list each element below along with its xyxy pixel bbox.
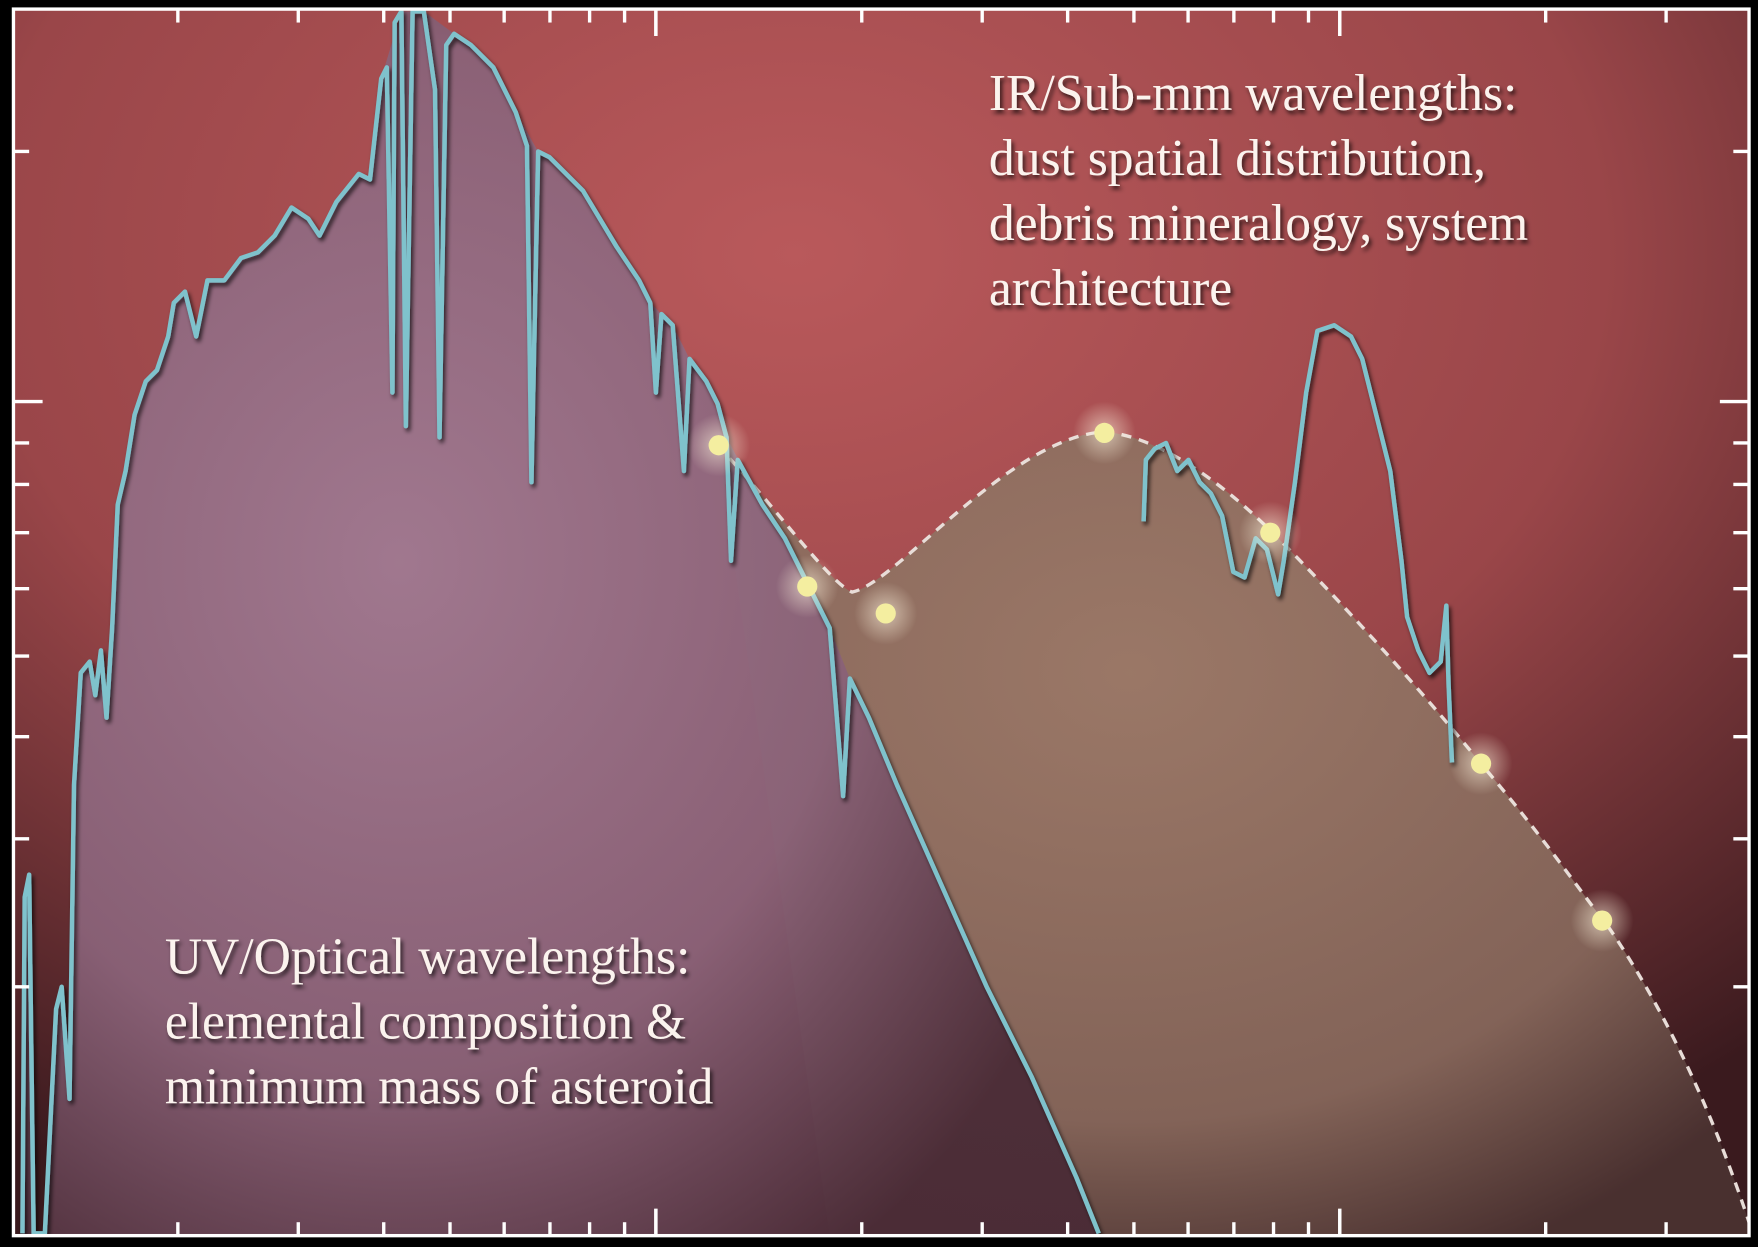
point (854, 582, 917, 645)
annotation-line: UV/Optical wavelengths: (165, 928, 691, 985)
point (1450, 732, 1513, 795)
annotation-line: dust spatial distribution, (989, 130, 1486, 187)
annotation-line: debris mineralogy, system (989, 195, 1528, 252)
point (1571, 889, 1634, 952)
point (776, 555, 839, 618)
point (1239, 501, 1302, 564)
plot (13, 9, 1749, 1236)
annotation-line: IR/Sub-mm wavelengths: (989, 65, 1517, 122)
annotation-line: elemental composition & (165, 993, 686, 1050)
point (687, 414, 750, 477)
figure: IR/Sub-mm wavelengths: dust spatial dist… (0, 0, 1758, 1247)
annotation-line: minimum mass of asteroid (165, 1058, 714, 1115)
annotation-line: architecture (989, 260, 1232, 317)
point (1073, 402, 1136, 465)
